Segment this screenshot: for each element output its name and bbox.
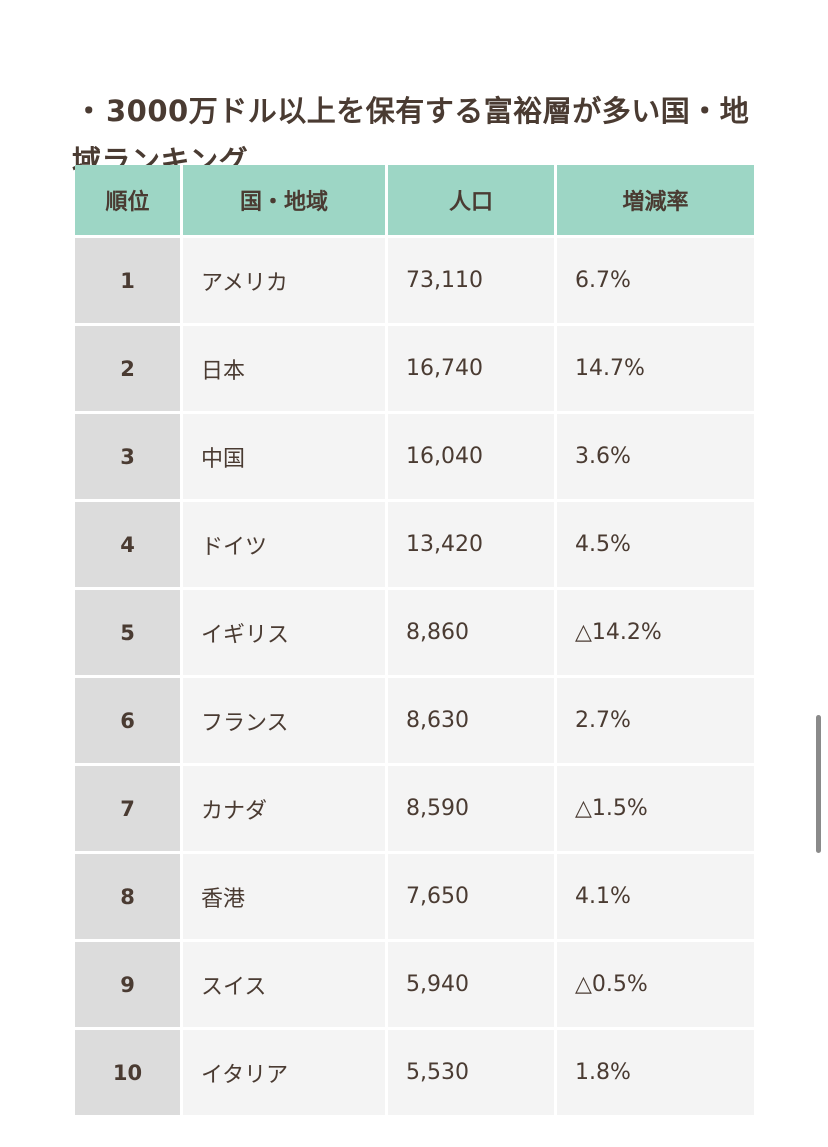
rate-cell: △1.5%	[557, 766, 754, 851]
population-cell: 73,110	[388, 238, 554, 323]
heading-bullet: ・	[74, 94, 104, 129]
rate-cell: △14.2%	[557, 590, 754, 675]
country-cell: 日本	[183, 326, 385, 411]
rank-cell: 8	[75, 854, 180, 939]
rank-cell: 2	[75, 326, 180, 411]
rank-cell: 4	[75, 502, 180, 587]
header-rank: 順位	[75, 165, 180, 235]
rate-cell: 4.5%	[557, 502, 754, 587]
rate-cell: 2.7%	[557, 678, 754, 763]
population-cell: 8,630	[388, 678, 554, 763]
country-cell: アメリカ	[183, 238, 385, 323]
table-row: 8 香港 7,650 4.1%	[75, 854, 754, 939]
table-row: 7 カナダ 8,590 △1.5%	[75, 766, 754, 851]
population-cell: 5,530	[388, 1030, 554, 1115]
header-population: 人口	[388, 165, 554, 235]
rank-cell: 6	[75, 678, 180, 763]
population-cell: 13,420	[388, 502, 554, 587]
table-row: 6 フランス 8,630 2.7%	[75, 678, 754, 763]
header-rate: 増減率	[557, 165, 754, 235]
table-row: 9 スイス 5,940 △0.5%	[75, 942, 754, 1027]
rank-cell: 10	[75, 1030, 180, 1115]
country-cell: 香港	[183, 854, 385, 939]
rate-cell: 6.7%	[557, 238, 754, 323]
population-cell: 16,040	[388, 414, 554, 499]
ranking-table: 順位 国・地域 人口 増減率 1 アメリカ 73,110 6.7% 2 日本 1…	[72, 162, 757, 1118]
section-heading: ・3000万ドル以上を保有する富裕層が多い国・地域ランキング	[72, 86, 762, 186]
table-row: 3 中国 16,040 3.6%	[75, 414, 754, 499]
rate-cell: 4.1%	[557, 854, 754, 939]
heading-text: 3000万ドル以上を保有する富裕層が多い国・地域ランキング	[72, 94, 750, 179]
country-cell: ドイツ	[183, 502, 385, 587]
header-country: 国・地域	[183, 165, 385, 235]
country-cell: 中国	[183, 414, 385, 499]
table-row: 5 イギリス 8,860 △14.2%	[75, 590, 754, 675]
rate-cell: 14.7%	[557, 326, 754, 411]
rank-cell: 5	[75, 590, 180, 675]
population-cell: 5,940	[388, 942, 554, 1027]
population-cell: 16,740	[388, 326, 554, 411]
table-header-row: 順位 国・地域 人口 増減率	[75, 165, 754, 235]
rank-cell: 3	[75, 414, 180, 499]
rank-cell: 7	[75, 766, 180, 851]
table-row: 10 イタリア 5,530 1.8%	[75, 1030, 754, 1115]
country-cell: カナダ	[183, 766, 385, 851]
rate-cell: △0.5%	[557, 942, 754, 1027]
table-row: 4 ドイツ 13,420 4.5%	[75, 502, 754, 587]
population-cell: 7,650	[388, 854, 554, 939]
country-cell: スイス	[183, 942, 385, 1027]
table-row: 2 日本 16,740 14.7%	[75, 326, 754, 411]
country-cell: フランス	[183, 678, 385, 763]
rate-cell: 3.6%	[557, 414, 754, 499]
population-cell: 8,590	[388, 766, 554, 851]
rank-cell: 1	[75, 238, 180, 323]
scrollbar[interactable]	[816, 715, 821, 853]
table-row: 1 アメリカ 73,110 6.7%	[75, 238, 754, 323]
rank-cell: 9	[75, 942, 180, 1027]
country-cell: イタリア	[183, 1030, 385, 1115]
population-cell: 8,860	[388, 590, 554, 675]
country-cell: イギリス	[183, 590, 385, 675]
rate-cell: 1.8%	[557, 1030, 754, 1115]
